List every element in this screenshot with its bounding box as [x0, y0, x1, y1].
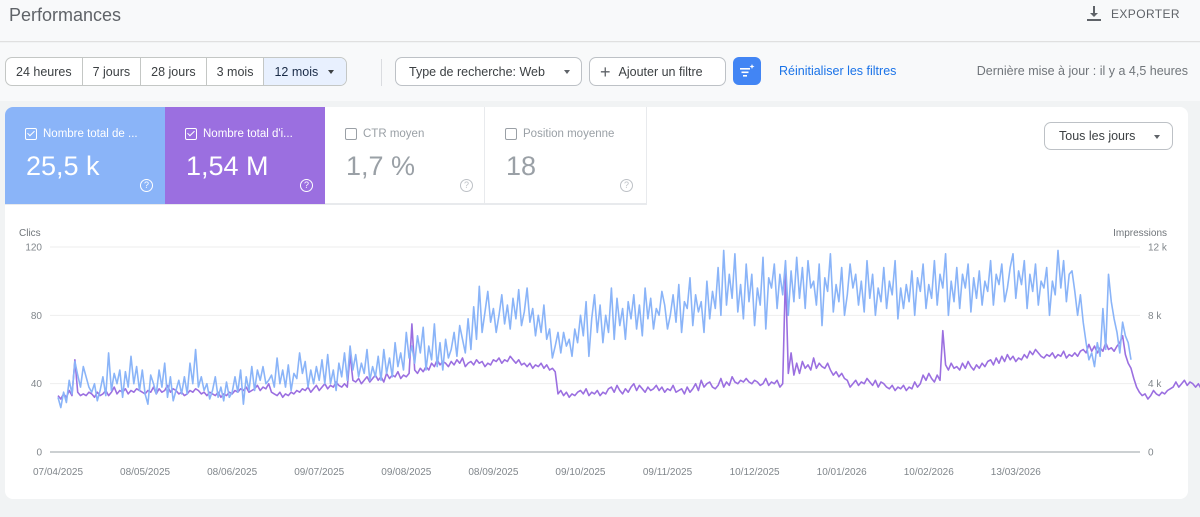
filter-settings-button[interactable] [733, 57, 761, 85]
performance-chart: Clics Impressions 0 0 40 4 k 80 8 k 120 12 k 07/04… [0, 107, 1200, 517]
range-28d[interactable]: 28 jours [141, 58, 207, 85]
add-filter-label: Ajouter un filtre [618, 64, 703, 79]
filter-bar: 24 heures 7 jours 28 jours 3 mois 12 moi… [0, 43, 1200, 101]
x-tick-label: 08/06/2025 [207, 467, 257, 478]
x-tick-label: 08/09/2025 [468, 467, 518, 478]
metric-total-impressions[interactable]: Nombre total d'i... 1,54 M ? [165, 107, 325, 204]
download-icon [1087, 6, 1101, 21]
y-tick-right: 8 k [1148, 311, 1162, 322]
date-range-selector: 24 heures 7 jours 28 jours 3 mois 12 moi… [5, 57, 348, 86]
x-tick-label: 09/10/2025 [555, 467, 605, 478]
y-tick-left: 40 [31, 379, 43, 390]
x-tick-label: 10/02/2026 [904, 467, 954, 478]
help-icon[interactable]: ? [300, 179, 313, 192]
metric-value: 25,5 k [26, 151, 100, 181]
metric-value: 1,54 M [186, 151, 269, 181]
x-tick-label: 10/01/2026 [817, 467, 867, 478]
metric-value: 1,7 % [346, 151, 416, 181]
metric-value: 18 [506, 151, 537, 181]
help-icon[interactable]: ? [460, 179, 473, 192]
metric-average-ctr[interactable]: CTR moyen 1,7 % ? [325, 107, 485, 204]
checkbox-icon[interactable] [505, 128, 517, 140]
range-12m[interactable]: 12 mois [264, 58, 347, 85]
metric-header: Nombre total d'i... [185, 128, 293, 140]
export-label: EXPORTER [1111, 7, 1180, 21]
chevron-down-icon [1154, 135, 1160, 139]
metrics-divider [5, 204, 647, 205]
add-filter-button[interactable]: + Ajouter un filtre [589, 57, 726, 86]
days-selector-label: Tous les jours [1059, 129, 1136, 143]
search-type-dropdown[interactable]: Type de recherche: Web [395, 57, 582, 86]
filter-sparkle-icon [740, 64, 755, 77]
checkbox-icon[interactable] [345, 128, 357, 140]
x-tick-label: 07/04/2025 [33, 467, 83, 478]
divider [381, 59, 382, 86]
y-tick-right: 0 [1148, 448, 1154, 459]
help-icon[interactable]: ? [620, 179, 633, 192]
metric-label: Nombre total de ... [43, 128, 138, 140]
range-12m-label: 12 mois [274, 64, 319, 79]
y-tick-left: 80 [31, 311, 43, 322]
x-tick-label: 13/03/2026 [991, 467, 1041, 478]
y-tick-right: 4 k [1148, 379, 1162, 390]
range-7d[interactable]: 7 jours [83, 58, 142, 85]
x-tick-label: 10/12/2025 [730, 467, 780, 478]
y-tick-right: 12 k [1148, 243, 1168, 254]
chart-svg: Clics Impressions 0 0 40 4 k 80 8 k 120 12 k 07/04… [19, 228, 1200, 478]
metric-label: Position moyenne [523, 128, 615, 140]
export-button[interactable]: EXPORTER [1087, 4, 1180, 24]
metric-header: CTR moyen [345, 128, 424, 140]
impressions-series-line [57, 271, 1200, 400]
checkbox-icon[interactable] [185, 128, 197, 140]
metric-header: Nombre total de ... [25, 128, 138, 140]
metric-average-position[interactable]: Position moyenne 18 ? [485, 107, 647, 204]
y-tick-left: 0 [36, 448, 42, 459]
range-24h[interactable]: 24 heures [6, 58, 83, 85]
reset-filters-link[interactable]: Réinitialiser les filtres [779, 64, 897, 78]
search-type-label: Type de recherche: Web [409, 64, 545, 79]
metric-total-clicks[interactable]: Nombre total de ... 25,5 k ? [5, 107, 165, 204]
metric-label: Nombre total d'i... [203, 128, 293, 140]
page-title: Performances [9, 5, 122, 25]
chevron-down-icon [328, 69, 335, 74]
help-icon[interactable]: ? [140, 179, 153, 192]
chevron-down-icon [564, 70, 570, 74]
last-update-text: Dernière mise à jour : il y a 4,5 heures [976, 64, 1188, 78]
metric-label: CTR moyen [363, 128, 425, 140]
plus-icon: + [600, 61, 611, 82]
x-tick-label: 09/11/2025 [643, 467, 693, 478]
header: Performances EXPORTER [0, 0, 1200, 42]
x-tick-label: 09/07/2025 [294, 467, 344, 478]
y-tick-left: 120 [25, 243, 42, 254]
days-selector-dropdown[interactable]: Tous les jours [1044, 122, 1173, 150]
x-tick-label: 08/05/2025 [120, 467, 170, 478]
metric-header: Position moyenne [505, 128, 614, 140]
clicks-series-line [57, 249, 1132, 409]
y-axis-left-title: Clics [19, 228, 41, 239]
x-tick-label: 09/08/2025 [381, 467, 431, 478]
y-axis-right-title: Impressions [1113, 228, 1167, 239]
checkbox-icon[interactable] [25, 128, 37, 140]
performance-card: Nombre total de ... 25,5 k ? Nombre tota… [5, 107, 1188, 499]
range-3m[interactable]: 3 mois [207, 58, 265, 85]
